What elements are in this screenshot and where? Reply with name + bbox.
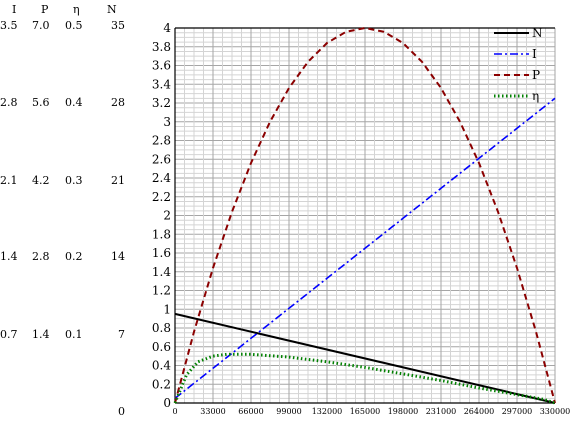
side-axis-value: 1.4	[32, 328, 50, 341]
y-tick-label: 1.4	[152, 265, 171, 279]
x-tick-label: 0	[172, 407, 177, 416]
x-tick-label: 231000	[426, 407, 457, 416]
legend-label-η: η	[532, 89, 539, 103]
y-tick-label: 0.6	[152, 340, 171, 354]
side-axis-value: 4.2	[32, 174, 50, 187]
legend-label-P: P	[532, 68, 540, 82]
y-tick-label: 0.2	[152, 377, 171, 391]
y-tick-label: 4	[163, 21, 171, 35]
side-axis-value: 0.3	[65, 174, 83, 187]
side-axis-value: 0.4	[65, 96, 83, 109]
side-axis-value: 0.5	[65, 19, 83, 32]
x-tick-label: 33000	[200, 407, 225, 416]
x-tick-label: 132000	[312, 407, 343, 416]
side-axis-value: 0.7	[0, 328, 18, 341]
y-tick-label: 2.6	[152, 152, 171, 166]
tick-labels: 0 0.2 0.4 0.6 0.8 1 1.2 1.4 1.6 1.8 2 2.2 2.4 2.6 2.8 3…	[152, 21, 570, 416]
y-tick-label: 0	[163, 396, 171, 410]
x-tick-label: 99000	[276, 407, 301, 416]
y-tick-label: 3	[163, 115, 171, 129]
y-tick-label: 2.8	[152, 134, 171, 148]
side-axis-header: η	[73, 3, 80, 16]
side-axis-value: 1.4	[0, 250, 18, 263]
y-tick-label: 3.2	[152, 96, 171, 110]
legend-label-N: N	[532, 26, 543, 40]
x-tick-label: 297000	[502, 407, 533, 416]
x-tick-label: 330000	[540, 407, 571, 416]
side-axis-header: P	[41, 3, 49, 16]
y-tick-label: 1.6	[152, 246, 171, 260]
side-axis-value: 21	[111, 174, 125, 187]
side-axis-value: 5.6	[32, 96, 50, 109]
y-tick-label: 3.4	[152, 77, 171, 91]
side-axis-value: 2.8	[0, 96, 18, 109]
side-axis-value: 35	[111, 19, 125, 32]
side-axis-value: 0	[118, 405, 125, 418]
side-axis-value: 0.1	[65, 328, 83, 341]
grid-lines	[174, 27, 556, 404]
side-axis-value: 7	[118, 328, 125, 341]
y-tick-label: 1.2	[152, 284, 171, 298]
side-axis-value: 2.1	[0, 174, 18, 187]
y-tick-label: 3.6	[152, 59, 171, 73]
x-tick-label: 198000	[388, 407, 419, 416]
side-axis-value: 3.5	[0, 19, 18, 32]
axes	[174, 27, 555, 404]
y-tick-label: 0.4	[152, 359, 171, 373]
side-axis-value: 14	[111, 250, 125, 263]
x-tick-label: 66000	[238, 407, 263, 416]
side-axis-header: I	[12, 3, 16, 16]
series-lines	[173, 27, 556, 405]
y-tick-label: 0.8	[152, 321, 171, 335]
side-axis-value: 28	[111, 96, 125, 109]
y-tick-label: 2.2	[152, 190, 171, 204]
side-axis-value: 2.8	[32, 250, 50, 263]
y-tick-label: 2	[163, 209, 171, 223]
side-axis-value: 0.2	[65, 250, 83, 263]
y-tick-label: 1	[163, 302, 171, 316]
series-line-η	[173, 352, 556, 405]
x-tick-label: 264000	[464, 407, 495, 416]
y-tick-label: 1.8	[152, 227, 171, 241]
side-axis-header: N	[107, 3, 117, 16]
x-tick-label: 165000	[350, 407, 381, 416]
side-axis-value: 7.0	[32, 19, 50, 32]
legend-label-I: I	[532, 47, 537, 61]
series-line-N	[174, 312, 556, 404]
y-tick-label: 3.8	[152, 40, 171, 54]
series-line-I	[174, 97, 556, 399]
y-tick-label: 2.4	[152, 171, 171, 185]
